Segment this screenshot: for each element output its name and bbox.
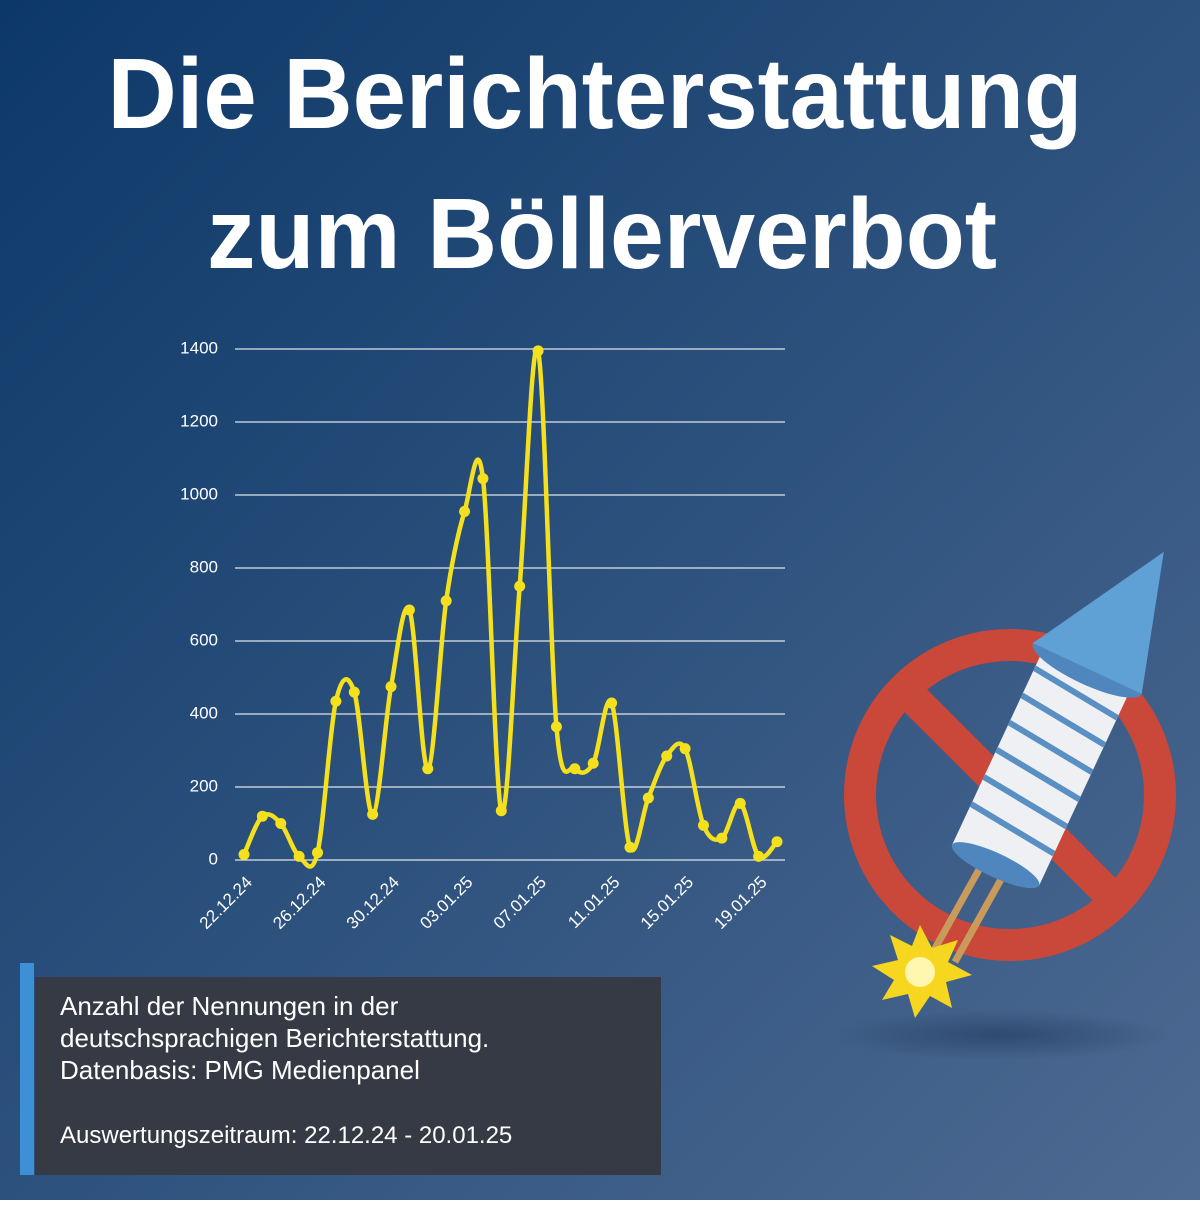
y-tick-label: 400 [190, 703, 218, 722]
data-point [367, 808, 379, 820]
data-point [771, 836, 783, 848]
y-tick-label: 600 [190, 630, 218, 649]
data-point [422, 763, 434, 775]
data-point [256, 810, 268, 822]
data-point [477, 473, 489, 485]
note-text: Anzahl der Nennungen in der [60, 991, 399, 1021]
data-point [275, 818, 287, 829]
y-tick-label: 800 [190, 557, 218, 576]
data-point [753, 850, 765, 862]
y-tick-label: 1400 [180, 338, 218, 357]
data-point [532, 345, 544, 357]
data-point [459, 505, 471, 517]
data-point [734, 797, 746, 809]
chart-title: Die Berichterstattung [108, 38, 1083, 150]
rocket-icon [830, 551, 1176, 1060]
data-point [385, 681, 397, 693]
note-box [35, 977, 661, 1175]
data-point [495, 805, 507, 817]
chart-title: zum Böllerverbot [207, 178, 997, 290]
data-point [514, 580, 526, 592]
data-point [440, 595, 452, 607]
data-point [293, 850, 305, 862]
data-point [642, 792, 654, 804]
note-text: Datenbasis: PMG Medienpanel [60, 1055, 420, 1085]
data-point [569, 763, 581, 775]
data-point [587, 757, 599, 769]
data-point [679, 743, 691, 755]
data-point [606, 697, 618, 709]
y-tick-label: 0 [209, 849, 218, 868]
data-point [403, 604, 415, 616]
data-point [312, 847, 324, 859]
y-tick-label: 200 [190, 776, 218, 795]
y-tick-label: 1000 [180, 484, 218, 503]
data-point [238, 849, 250, 861]
data-point [697, 819, 709, 831]
note-accent [20, 963, 34, 1175]
data-point [716, 832, 728, 844]
note-text: deutschsprachigen Berichterstattung. [60, 1023, 489, 1053]
y-tick-label: 1200 [180, 411, 218, 430]
data-point [330, 695, 342, 707]
data-point [624, 841, 636, 853]
data-point [348, 686, 360, 698]
period-text: Auswertungszeitraum: 22.12.24 - 20.01.25 [60, 1122, 512, 1149]
data-point [550, 721, 562, 733]
data-point [661, 750, 673, 762]
